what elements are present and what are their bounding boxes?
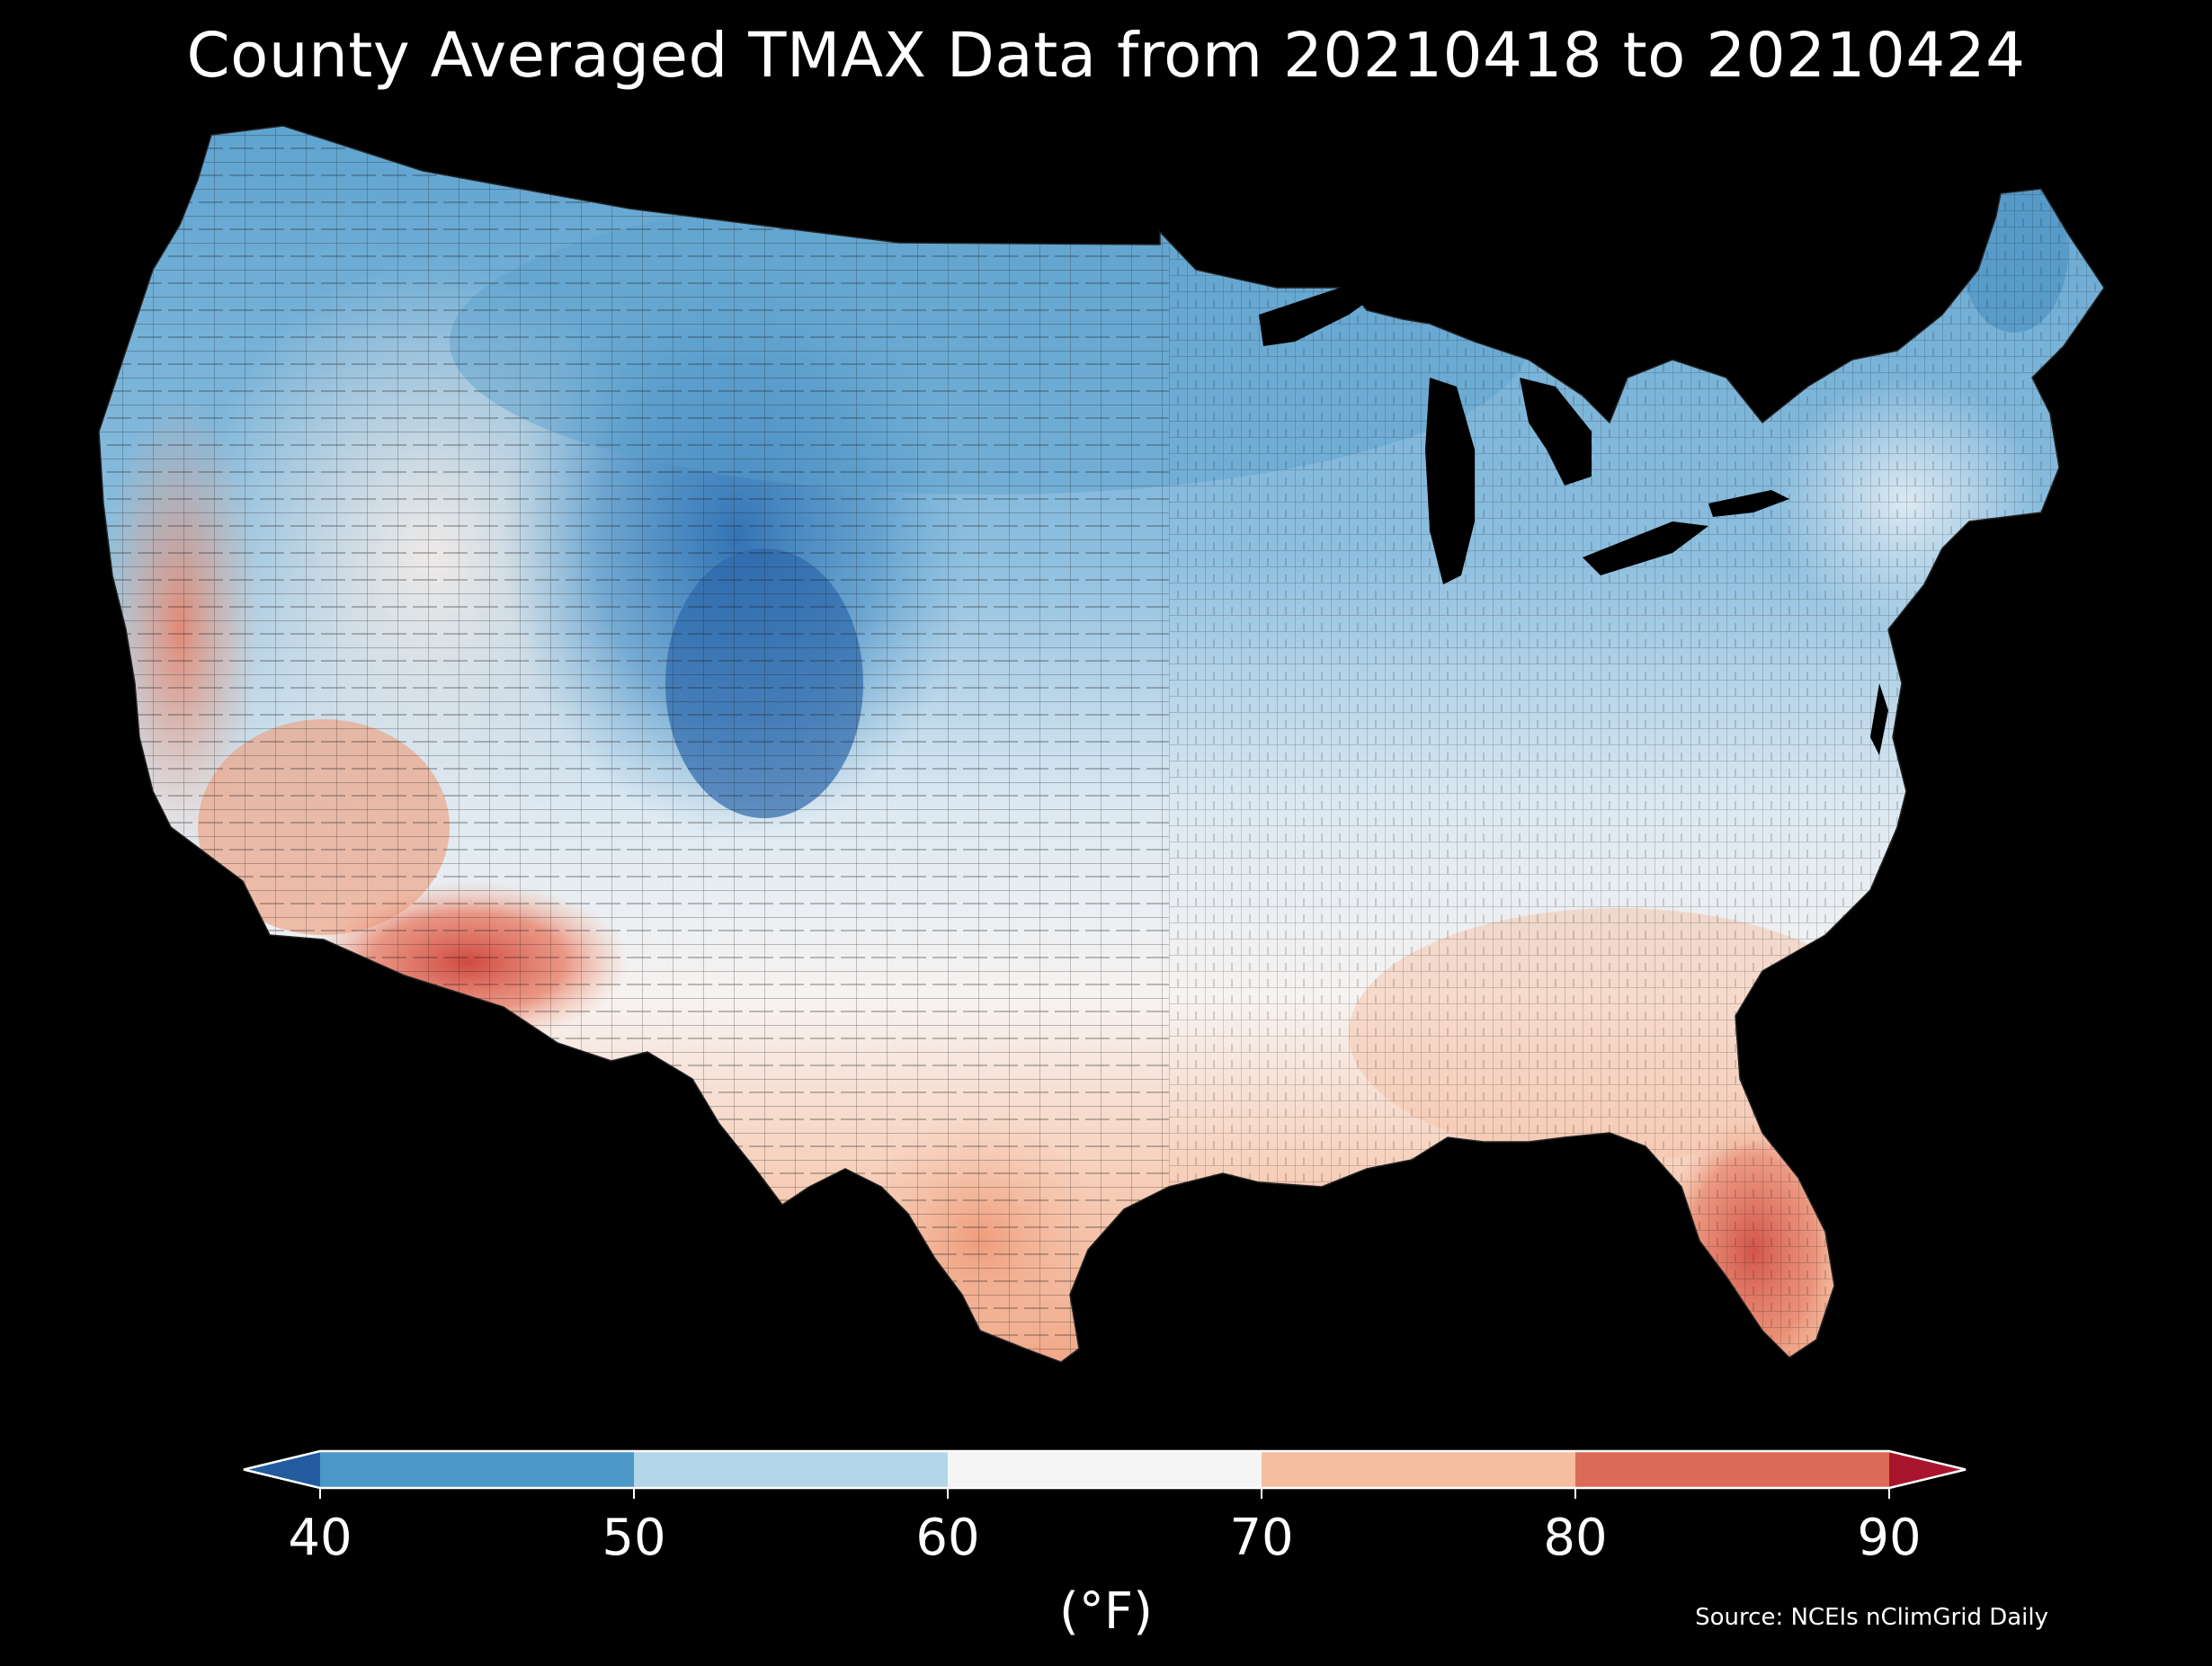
- source-credit: Source: NCEIs nClimGrid Daily: [1695, 1604, 2048, 1631]
- colorbar-unit-label: (°F): [1059, 1582, 1153, 1641]
- chesapeake-bay: [1870, 683, 1888, 755]
- colorbar-bin-50-60: [634, 1451, 948, 1488]
- lake-huron: [1520, 378, 1592, 486]
- colorbar-tick-80: 80: [1543, 1509, 1608, 1567]
- lake-michigan: [1425, 378, 1475, 584]
- colorbar-bin-80-90: [1575, 1451, 1889, 1488]
- colorbar-extension-high: [1889, 1451, 1966, 1488]
- lake-erie: [1583, 521, 1708, 575]
- lake-ontario: [1708, 490, 1789, 517]
- colorbar-bin-60-70: [948, 1451, 1262, 1488]
- colorbar-tick-60: 60: [915, 1509, 980, 1567]
- colorbar-bin-70-80: [1262, 1451, 1575, 1488]
- colorbar-tick-70: 70: [1229, 1509, 1294, 1567]
- colorbar-bin-40-50: [320, 1451, 634, 1488]
- map-title: County Averaged TMAX Data from 20210418 …: [186, 20, 2026, 92]
- colorbar-tick-50: 50: [602, 1509, 666, 1567]
- lake-superior: [1259, 279, 1380, 346]
- colorbar-tick-90: 90: [1857, 1509, 1922, 1567]
- colorbar-tick-40: 40: [288, 1509, 352, 1567]
- colorbar-extension-low: [244, 1451, 320, 1488]
